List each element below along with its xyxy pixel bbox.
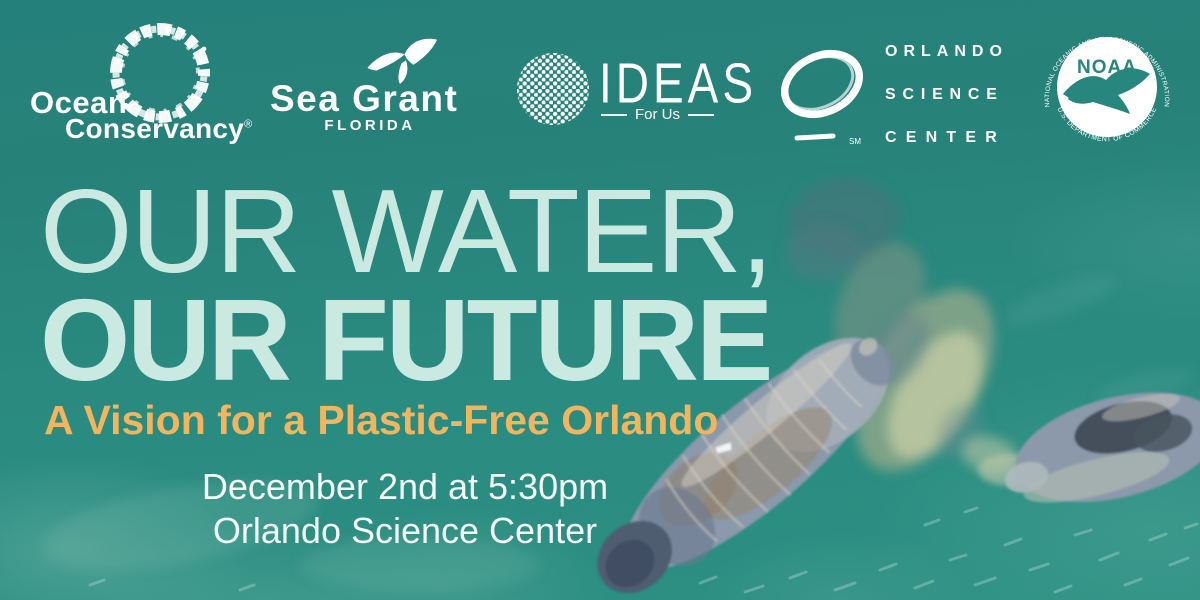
event-title-line1: OUR WATER, <box>40 165 774 298</box>
manatee-left <box>597 337 895 593</box>
noaa-acronym: NOAA <box>1077 57 1137 78</box>
sea-grant-name: Sea Grant <box>270 78 459 119</box>
event-when-where: December 2nd at 5:30pm Orlando Science C… <box>110 465 700 553</box>
osc-name-line2: SCIENCE <box>885 86 1004 103</box>
event-venue: Orlando Science Center <box>212 510 598 551</box>
event-title-line2: OUR FUTURE <box>40 275 773 405</box>
osc-name: ORLANDO SCIENCE CENTER <box>885 30 1008 159</box>
dotted-globe-icon <box>517 53 589 125</box>
logo-ideas-for-us: IDEAS For Us <box>515 45 755 130</box>
seabird-icon <box>367 38 438 84</box>
water-light-wisps <box>41 274 1194 593</box>
noaa-seagull-seal-icon: NOAA NATIONAL OCEANIC AND ATMOSPHERIC AD… <box>1044 36 1170 143</box>
brushstroke-o-icon: SM <box>780 49 864 146</box>
registered-trademark-symbol: ® <box>244 118 253 131</box>
ocean-conservancy-name-text: Conservancy <box>65 113 245 144</box>
ideas-tagline-text: For Us <box>635 106 680 123</box>
osc-name-line3: CENTER <box>885 129 1006 146</box>
ocean-conservancy-name-line2: Conservancy® <box>65 115 253 143</box>
logo-ocean-conservancy: Ocean Conservancy® <box>26 16 252 143</box>
logo-noaa: NOAA NATIONAL OCEANIC AND ATMOSPHERIC AD… <box>1038 14 1178 162</box>
ideas-tagline: For Us <box>601 107 714 122</box>
service-mark: SM <box>849 137 861 146</box>
ocean-conservancy-name-line1: Ocean <box>30 85 128 120</box>
manatee-right <box>1004 392 1200 503</box>
sea-life-wreath-icon <box>110 23 210 123</box>
logo-orlando-science-center: SM ORLANDO SCIENCE CENTER <box>775 28 1010 158</box>
tagline-rule-left <box>601 113 627 116</box>
water-ripples <box>88 506 1199 594</box>
tagline-rule-right <box>688 113 714 116</box>
noaa-gull-silhouette <box>1063 68 1150 114</box>
ideas-name: IDEAS <box>599 51 758 115</box>
logo-sea-grant-florida: Sea Grant FLORIDA <box>270 30 485 140</box>
event-subtitle: A Vision for a Plastic-Free Orlando <box>44 397 719 443</box>
event-date: December 2nd at 5:30pm <box>201 466 609 507</box>
osc-name-line1: ORLANDO <box>885 43 1008 60</box>
sea-grant-region: FLORIDA <box>324 117 416 134</box>
